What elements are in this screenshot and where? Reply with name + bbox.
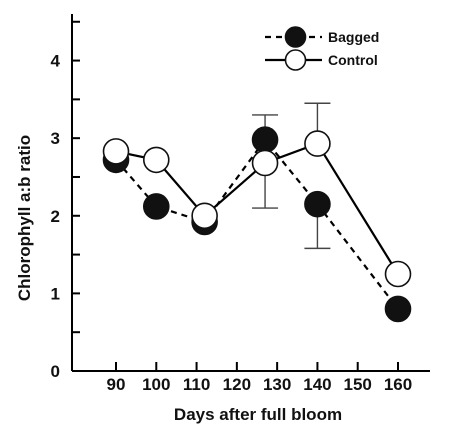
data-point-control — [304, 130, 331, 157]
x-tick-label: 100 — [142, 375, 170, 394]
legend-label-control: Control — [328, 52, 378, 68]
y-tick-label: 2 — [51, 207, 60, 226]
x-tick-label: 150 — [344, 375, 372, 394]
legend: Bagged Control — [265, 26, 379, 71]
x-axis-label: Days after full bloom — [174, 405, 342, 424]
y-tick-label: 0 — [51, 362, 60, 381]
y-tick-label: 3 — [51, 129, 60, 148]
axes: 0 1 2 3 4 90 100 110 120 130 140 150 160 — [51, 14, 430, 394]
data-point-control — [102, 138, 130, 165]
legend-label-bagged: Bagged — [328, 29, 379, 45]
data-point-control — [384, 260, 412, 288]
y-tick-label: 4 — [51, 52, 61, 71]
data-point-bagged — [142, 193, 170, 220]
x-tick-label: 160 — [384, 375, 412, 394]
data-point-control — [191, 202, 218, 230]
x-tick-label: 140 — [303, 375, 331, 394]
x-tick-label: 120 — [223, 375, 251, 394]
x-tick-label: 90 — [107, 375, 126, 394]
legend-marker-bagged — [284, 26, 307, 48]
data-point-control — [251, 149, 279, 177]
data-point-bagged — [384, 295, 412, 323]
series-line-bagged — [115, 137, 399, 310]
x-tick-label: 110 — [183, 375, 210, 394]
data-point-control — [142, 146, 170, 174]
legend-marker-control — [284, 49, 307, 71]
y-axis-label: Chlorophyll a:b ratio — [15, 135, 34, 301]
x-tick-label: 130 — [263, 375, 291, 394]
series-markers — [102, 126, 412, 323]
y-tick-label: 1 — [51, 284, 60, 303]
data-point-bagged — [251, 126, 279, 154]
data-point-bagged — [304, 190, 331, 218]
